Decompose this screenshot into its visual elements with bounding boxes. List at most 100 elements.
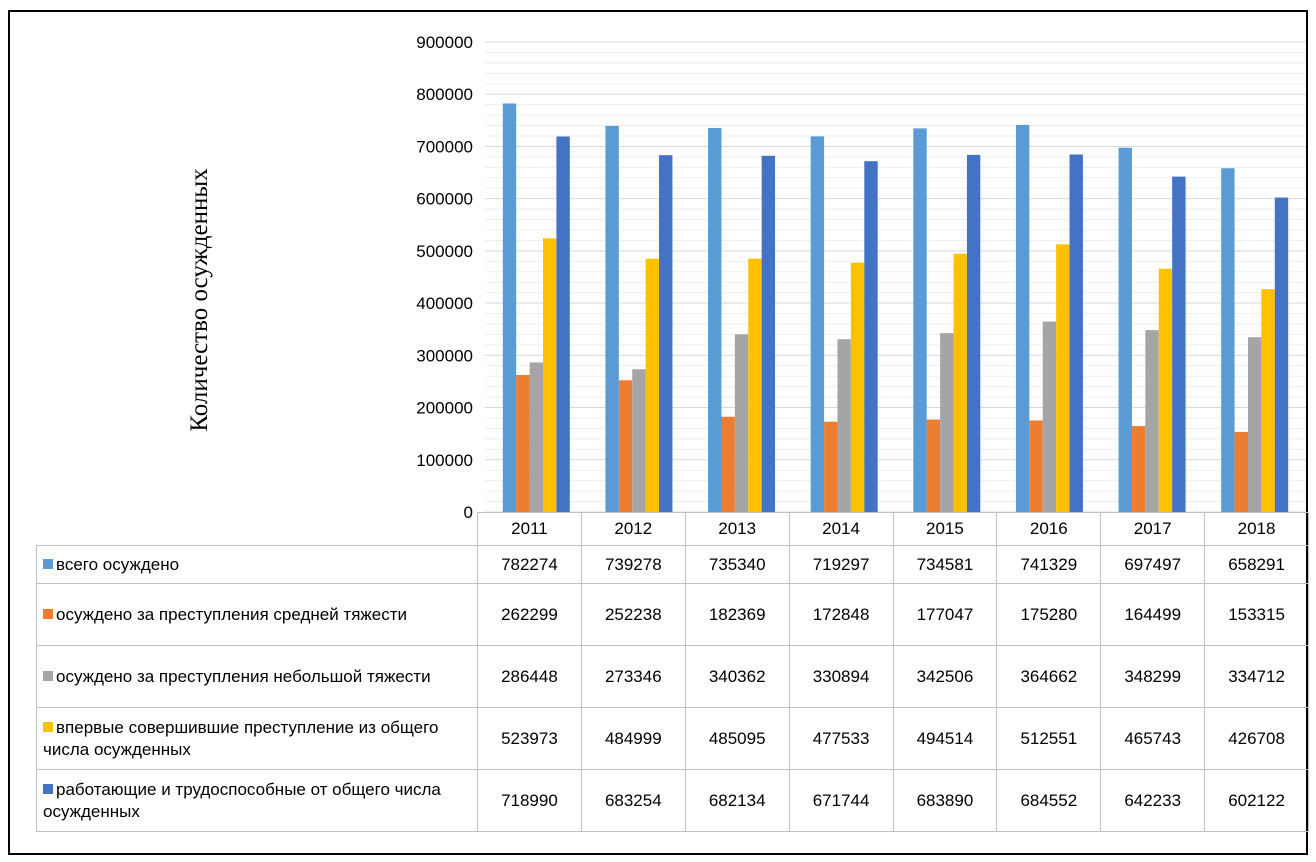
data-value-cell: 340362 xyxy=(684,645,790,708)
data-value-cell: 484999 xyxy=(580,707,686,770)
y-tick-label: 100000 xyxy=(416,451,473,470)
bar xyxy=(824,421,838,512)
data-value-cell: 175280 xyxy=(996,583,1102,646)
data-value-cell: 683254 xyxy=(580,769,686,832)
series-name: всего осуждено xyxy=(56,554,180,574)
bar xyxy=(543,238,557,512)
data-value-cell: 182369 xyxy=(684,583,790,646)
x-category-label: 2018 xyxy=(1204,512,1309,546)
bar xyxy=(837,339,851,512)
data-value-cell: 426708 xyxy=(1204,707,1309,770)
bar xyxy=(940,333,954,512)
bar xyxy=(1158,268,1173,512)
data-value-cell: 330894 xyxy=(788,645,894,708)
y-tick-label: 500000 xyxy=(416,242,473,261)
bar xyxy=(761,155,776,512)
bar xyxy=(659,155,673,512)
data-value-cell: 734581 xyxy=(892,545,998,584)
legend-color-key xyxy=(43,721,53,732)
bar xyxy=(502,103,517,513)
data-value-cell: 682134 xyxy=(684,769,790,832)
data-value-cell: 342506 xyxy=(892,645,998,708)
bar xyxy=(1131,426,1146,512)
bar xyxy=(748,258,762,512)
y-tick-label: 600000 xyxy=(416,190,473,209)
data-value-cell: 683890 xyxy=(892,769,998,832)
y-tick-label: 300000 xyxy=(416,346,473,365)
data-value-cell: 658291 xyxy=(1204,545,1309,584)
data-value-cell: 477533 xyxy=(788,707,894,770)
data-value-cell: 718990 xyxy=(477,769,582,832)
bar xyxy=(708,127,722,513)
legend-entry: впервые совершившие преступление из обще… xyxy=(36,707,478,770)
data-value-cell: 153315 xyxy=(1204,583,1309,646)
bar xyxy=(864,161,878,512)
data-value-cell: 286448 xyxy=(477,645,582,708)
series-name: впервые совершившие преступление из обще… xyxy=(43,717,439,759)
bar xyxy=(1274,197,1289,512)
bar xyxy=(556,136,570,512)
data-value-cell: 719297 xyxy=(788,545,894,584)
table-row: впервые совершившие преступление из обще… xyxy=(36,707,1309,770)
data-value-cell: 485095 xyxy=(684,707,790,770)
data-value-cell: 782274 xyxy=(477,545,582,584)
table-corner xyxy=(36,512,478,546)
bar xyxy=(1247,337,1262,512)
bar xyxy=(734,334,749,512)
bar xyxy=(913,128,927,512)
data-value-cell: 348299 xyxy=(1100,645,1206,708)
bar xyxy=(1145,330,1159,512)
bar xyxy=(721,416,735,512)
data-value-cell: 671744 xyxy=(788,769,894,832)
legend-color-key xyxy=(43,608,53,619)
bar xyxy=(1069,154,1083,513)
legend-color-key xyxy=(43,783,53,794)
series-name: осуждено за преступления небольшой тяжес… xyxy=(56,666,431,686)
bar xyxy=(1172,176,1186,513)
x-category-label: 2014 xyxy=(788,512,894,546)
legend-entry: осуждено за преступления небольшой тяжес… xyxy=(36,645,478,708)
bar xyxy=(1118,147,1132,512)
series-name: работающие и трудоспособные от общего чи… xyxy=(43,779,441,821)
data-value-cell: 697497 xyxy=(1100,545,1206,584)
data-value-cell: 273346 xyxy=(580,645,686,708)
bar xyxy=(645,258,660,512)
bar xyxy=(1261,289,1275,512)
bar xyxy=(926,419,941,512)
legend-entry: работающие и трудоспособные от общего чи… xyxy=(36,769,478,832)
data-value-cell: 602122 xyxy=(1204,769,1309,832)
bar xyxy=(516,375,530,512)
y-tick-label: 700000 xyxy=(416,137,473,156)
x-category-label: 2013 xyxy=(684,512,790,546)
data-value-cell: 642233 xyxy=(1100,769,1206,832)
y-tick-label: 900000 xyxy=(416,33,473,52)
data-value-cell: 177047 xyxy=(892,583,998,646)
bar xyxy=(632,369,646,512)
bar xyxy=(1056,244,1070,512)
table-row: осуждено за преступления средней тяжести… xyxy=(36,583,1309,646)
data-value-cell: 512551 xyxy=(996,707,1102,770)
data-value-cell: 262299 xyxy=(477,583,582,646)
table-row: всего осуждено 782274 739278 735340 719297 73… xyxy=(36,545,1309,584)
data-value-cell: 252238 xyxy=(580,583,686,646)
table-row: осуждено за преступления небольшой тяжес… xyxy=(36,645,1309,708)
bar xyxy=(618,380,633,512)
y-tick-label: 200000 xyxy=(416,399,473,418)
bar xyxy=(1234,431,1248,512)
data-value-cell: 172848 xyxy=(788,583,894,646)
legend-color-key xyxy=(43,558,53,569)
data-value-cell: 741329 xyxy=(996,545,1102,584)
bar xyxy=(953,253,967,513)
data-value-cell: 739278 xyxy=(580,545,686,584)
bar xyxy=(605,125,619,512)
data-value-cell: 494514 xyxy=(892,707,998,770)
x-category-label: 2017 xyxy=(1100,512,1206,546)
y-tick-label: 400000 xyxy=(416,294,473,313)
bar xyxy=(810,136,825,512)
data-value-cell: 465743 xyxy=(1100,707,1206,770)
bar xyxy=(1015,124,1030,513)
data-table: 2011 2012 2013 2014 2015 2016 2017 2018 всего ос… xyxy=(36,512,1309,832)
data-value-cell: 684552 xyxy=(996,769,1102,832)
bar xyxy=(966,154,981,513)
